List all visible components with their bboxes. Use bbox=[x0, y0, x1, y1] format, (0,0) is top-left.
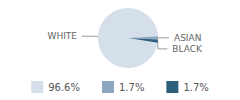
svg-text:ASIAN: ASIAN bbox=[174, 33, 201, 43]
svg-text:1.7%: 1.7% bbox=[119, 82, 144, 93]
svg-text:96.6%: 96.6% bbox=[48, 82, 80, 93]
svg-text:WHITE: WHITE bbox=[48, 31, 78, 41]
svg-text:1.7%: 1.7% bbox=[183, 82, 208, 93]
svg-text:BLACK: BLACK bbox=[172, 44, 203, 54]
